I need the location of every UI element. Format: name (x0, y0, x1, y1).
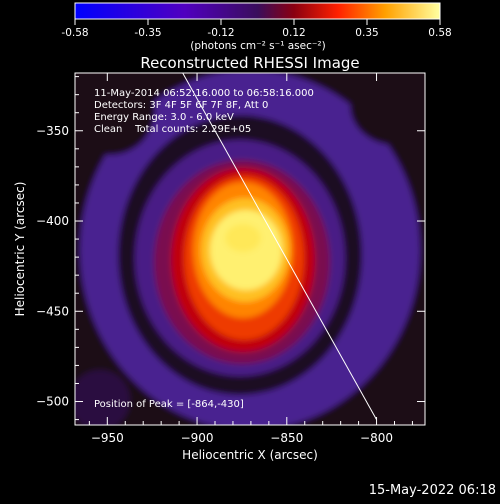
peak-position-label: Position of Peak = [-864,-430] (94, 399, 244, 410)
y-tick-label: −450 (36, 304, 69, 318)
y-tick-label: −350 (36, 124, 69, 138)
plot-frame (74, 72, 426, 426)
colorbar-tick-label: -0.12 (207, 27, 234, 39)
colorbar-tick-label: -0.35 (134, 27, 161, 39)
colorbar-tick-label: 0.58 (428, 27, 451, 39)
annotation-detectors: Detectors: 3F 4F 5F 6F 7F 8F, Att 0 (94, 100, 268, 111)
y-axis: −350 −400 −450 −500 (36, 76, 425, 421)
x-axis-label: Heliocentric X (arcsec) (182, 448, 318, 462)
colorbar-tick-label: 0.12 (282, 27, 305, 39)
colorbar-tick-label: 0.35 (355, 27, 378, 39)
x-tick-label: −950 (91, 431, 124, 445)
y-tick-label: −400 (36, 214, 69, 228)
y-tick-label: −500 (36, 395, 69, 409)
x-axis: −950 −900 −850 −800 (88, 73, 413, 445)
colorbar: -0.58 -0.35 -0.12 0.12 0.35 0.58 (photons cm⁻… (61, 2, 452, 52)
colorbar-unit-label: (photons cm⁻² s⁻¹ asec⁻²) (190, 40, 325, 52)
colorbar-tick-label: -0.58 (61, 27, 88, 39)
annotation-time: 11-May-2014 06:52:16.000 to 06:58:16.000 (94, 88, 314, 99)
chart-title: Reconstructed RHESSI Image (140, 54, 359, 72)
heatmap-area (75, 73, 425, 425)
x-tick-label: −900 (181, 431, 214, 445)
solar-limb-line (182, 73, 377, 420)
annotation-block: 11-May-2014 06:52:16.000 to 06:58:16.000… (94, 88, 314, 135)
x-tick-label: −850 (270, 431, 303, 445)
colorbar-ticks: -0.58 -0.35 -0.12 0.12 0.35 0.58 (61, 19, 452, 39)
x-tick-label: −800 (360, 431, 393, 445)
annotation-energy: Energy Range: 3.0 - 6.0 keV (94, 112, 234, 123)
y-axis-label: Heliocentric Y (arcsec) (13, 182, 27, 317)
colorbar-frame (74, 2, 441, 20)
annotation-clean: Clean Total counts: 2.29E+05 (94, 124, 251, 135)
colorbar-gradient (75, 3, 440, 19)
timestamp: 15-May-2022 06:18 (369, 483, 496, 498)
